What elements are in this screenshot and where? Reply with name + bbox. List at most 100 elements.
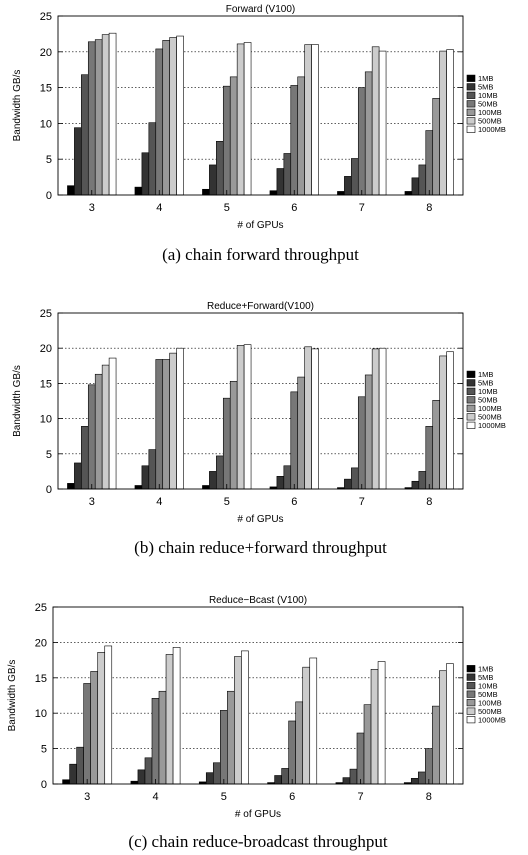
y-tick-label: 20 (40, 47, 52, 59)
bar-1mb-4-gpus (134, 485, 143, 490)
x-tick-label: 5 (224, 496, 230, 508)
bar-100mb-3-gpus (94, 373, 103, 490)
bar-50mb-4-gpus (155, 48, 164, 196)
bar-100mb-5-gpus (229, 380, 238, 490)
legend-label-5mb: 5MB (478, 83, 493, 92)
y-tick-label: 20 (35, 637, 47, 649)
bar-500mb-7-gpus (371, 46, 380, 196)
chart-panel-c: 0 5 10 15 20 25 3 4 5 6 7 8 Reduce−Bcast (V100) # of … (7, 595, 506, 851)
bar-1000mb-8-gpus (446, 663, 454, 785)
y-tick-label: 5 (46, 449, 52, 461)
bar-1000mb-7-gpus (377, 661, 386, 785)
bar-1000mb-6-gpus (311, 348, 319, 490)
bar-1mb-8-gpus (404, 191, 413, 196)
bar-500mb-5-gpus (236, 43, 245, 196)
bar-50mb-6-gpus (290, 391, 299, 490)
bar-5mb-8-gpus (411, 480, 420, 490)
bar-50mb-3-gpus (87, 384, 96, 490)
bar-5mb-4-gpus (141, 152, 150, 196)
x-tick-label: 6 (289, 791, 295, 803)
bar-1000mb-8-gpus (446, 351, 454, 490)
legend-swatch-100mb (466, 404, 476, 412)
y-tick-label: 5 (41, 744, 47, 756)
bar-100mb-6-gpus (297, 76, 305, 196)
bar-500mb-4-gpus (165, 654, 174, 785)
x-axis-label: # of GPUs (237, 220, 283, 231)
bar-1000mb-4-gpus (176, 35, 184, 196)
chart-title: Forward (V100) (226, 4, 295, 15)
bar-100mb-7-gpus (363, 704, 372, 785)
bar-10mb-6-gpus (283, 153, 292, 196)
y-tick-label: 0 (46, 190, 52, 202)
bar-50mb-3-gpus (83, 683, 91, 785)
y-tick-label: 10 (35, 708, 47, 720)
legend-swatch-100mb (466, 108, 476, 116)
y-axis-label: Bandwidth GB/s (12, 365, 23, 437)
bar-100mb-4-gpus (162, 359, 170, 490)
plot-frame (57, 15, 464, 196)
bar-10mb-6-gpus (283, 465, 292, 490)
y-tick-label: 25 (40, 308, 52, 320)
legend-label-1000mb: 1000MB (478, 715, 506, 724)
bar-50mb-6-gpus (290, 85, 299, 196)
bar-10mb-7-gpus (351, 158, 359, 196)
bar-5mb-3-gpus (74, 127, 82, 196)
legend-label-100mb: 100MB (478, 108, 502, 117)
bar-100mb-8-gpus (432, 98, 440, 196)
x-tick-label: 6 (291, 202, 297, 214)
figure-caption: (b) chain reduce+forward throughput (134, 538, 387, 557)
bar-5mb-5-gpus (205, 772, 214, 785)
legend-label-100mb: 100MB (478, 404, 502, 413)
legend-label-5mb: 5MB (478, 379, 493, 388)
bar-5mb-4-gpus (137, 769, 146, 785)
bar-500mb-4-gpus (169, 352, 177, 490)
x-tick-label: 8 (426, 791, 432, 803)
bar-50mb-8-gpus (425, 748, 433, 785)
legend-swatch-1mb (466, 665, 476, 673)
x-tick-label: 5 (221, 791, 227, 803)
bar-50mb-8-gpus (425, 130, 434, 196)
bar-100mb-7-gpus (364, 374, 373, 490)
bar-500mb-6-gpus (302, 666, 311, 785)
bar-100mb-6-gpus (297, 376, 305, 490)
legend-swatch-500mb (466, 707, 476, 715)
legend-label-1000mb: 1000MB (478, 125, 506, 134)
bar-10mb-8-gpus (418, 471, 427, 490)
bar-10mb-7-gpus (349, 768, 358, 785)
legend-label-10mb: 10MB (478, 681, 498, 690)
bar-50mb-4-gpus (151, 698, 160, 785)
bar-1000mb-4-gpus (172, 647, 181, 785)
bar-100mb-5-gpus (227, 690, 235, 785)
bar-1mb-3-gpus (62, 779, 70, 785)
bar-10mb-4-gpus (144, 757, 153, 785)
bar-1000mb-6-gpus (311, 44, 319, 196)
x-tick-label: 3 (89, 202, 95, 214)
x-tick-label: 3 (84, 791, 90, 803)
bar-5mb-3-gpus (69, 763, 77, 785)
bar-10mb-3-gpus (81, 74, 89, 196)
bar-500mb-8-gpus (439, 670, 447, 785)
bar-5mb-7-gpus (344, 176, 352, 196)
bar-1000mb-7-gpus (378, 347, 387, 490)
bar-100mb-7-gpus (364, 71, 373, 196)
y-tick-label: 0 (41, 779, 47, 791)
bar-5mb-6-gpus (276, 476, 285, 490)
bar-1000mb-5-gpus (243, 42, 252, 196)
bar-1000mb-7-gpus (378, 50, 387, 196)
legend-swatch-1000mb (466, 716, 476, 724)
plot-frame (57, 312, 464, 490)
legend-label-100mb: 100MB (478, 698, 502, 707)
bar-5mb-3-gpus (74, 462, 82, 490)
y-axis-label: Bandwidth GB/s (12, 70, 23, 142)
legend-label-500mb: 500MB (478, 117, 502, 126)
bar-500mb-8-gpus (439, 355, 447, 490)
bar-1000mb-4-gpus (176, 347, 184, 490)
bar-500mb-4-gpus (169, 37, 177, 196)
legend-label-10mb: 10MB (478, 91, 498, 100)
legend-label-50mb: 50MB (478, 100, 498, 109)
legend-label-1000mb: 1000MB (478, 421, 506, 430)
legend-swatch-100mb (466, 699, 476, 707)
y-axis-label: Bandwidth GB/s (7, 660, 18, 732)
bar-5mb-4-gpus (141, 465, 150, 490)
